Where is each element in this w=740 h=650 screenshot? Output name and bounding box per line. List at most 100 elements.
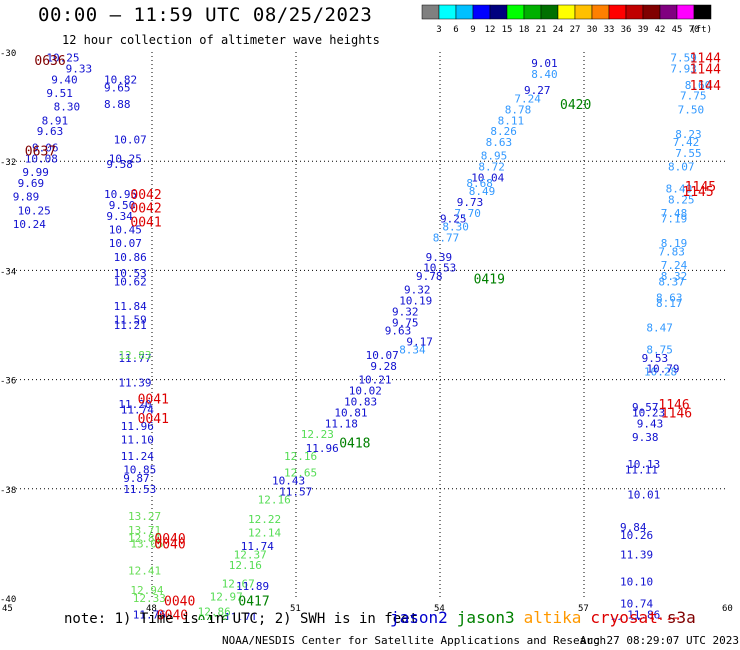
wave-height-value: 13.71	[128, 524, 161, 537]
wave-height-value: 11.77	[118, 352, 151, 365]
x-tick-label: 45	[2, 604, 13, 614]
wave-height-value: 11.96	[306, 442, 339, 455]
wave-height-value: 12.67	[222, 577, 255, 590]
wave-height-value: 8.07	[668, 161, 695, 174]
wave-height-value: 7.42	[673, 136, 700, 149]
wave-height-value: 11.86	[627, 608, 660, 620]
wave-height-value: 9.50	[109, 199, 136, 212]
wave-height-value: 10.01	[627, 488, 660, 501]
wave-height-value: 12.16	[258, 494, 291, 507]
legend-s3a: s3a	[666, 608, 696, 627]
wave-height-value: 10.23	[632, 406, 665, 419]
wave-height-value: 7.50	[678, 103, 705, 116]
wave-height-value: 9.99	[22, 166, 49, 179]
x-tick-label: 60	[722, 604, 733, 614]
wave-height-value: 11.21	[114, 319, 147, 332]
wave-height-value: 11.57	[279, 486, 312, 499]
colorbar-tick-label: 27	[570, 25, 581, 35]
wave-height-value: 12.22	[248, 513, 281, 526]
wave-height-value: 7.55	[675, 147, 702, 160]
pass-time-label: 0040	[154, 532, 185, 547]
pass-time-label: 0418	[339, 436, 370, 451]
pass-time-label: 1145	[682, 185, 713, 200]
colorbar-tick-label: 9	[470, 25, 475, 35]
wave-height-value: 10.02	[349, 385, 382, 398]
colorbar-tick-label: 15	[502, 25, 513, 35]
y-tick-label: -38	[0, 486, 16, 496]
x-tick-label: 57	[578, 604, 589, 614]
wave-height-value: 8.47	[646, 322, 673, 335]
pass-time-label: 1147	[649, 617, 680, 620]
wave-height-value: 12.65	[284, 466, 317, 479]
wave-height-value: 11.53	[123, 483, 156, 496]
wave-height-value: 12.83	[118, 349, 151, 362]
y-tick-label: -40	[0, 595, 16, 605]
wave-height-value: 11.84	[114, 300, 147, 313]
credit-line: NOAA/NESDIS Center for Satellite Applica…	[222, 634, 607, 647]
wave-height-value: 9.78	[416, 270, 443, 283]
wave-height-value: 11.39	[620, 548, 653, 561]
wave-height-value: 10.21	[358, 374, 391, 387]
wave-height-value: 9.33	[66, 62, 93, 75]
pass-time-label: 0040	[154, 537, 185, 552]
wave-height-value: 10.04	[471, 172, 504, 185]
wave-height-value: 12.23	[301, 428, 334, 441]
wave-height-value: 13.27	[128, 510, 161, 523]
wave-height-value: 7.48	[661, 207, 688, 220]
wave-height-value: 10.83	[344, 395, 377, 408]
wave-height-value: 12.33	[133, 592, 166, 605]
generated-timestamp: Aug 27 08:29:07 UTC 2023	[580, 634, 739, 647]
wave-height-value: 10.53	[114, 267, 147, 280]
colorbar-tick-label: 12	[485, 25, 496, 35]
wave-height-value: 12.86	[198, 606, 231, 619]
wave-height-value: 9.38	[632, 431, 659, 444]
wave-height-value: 11.24	[121, 450, 154, 463]
wave-height-value: 10.28	[644, 365, 677, 378]
y-tick-label: -36	[0, 377, 16, 387]
color-scale-bar: 3 6 9 12 15 18 21 24 27 30 33 36 39 42 45 70(ft)	[421, 4, 712, 35]
colorbar-tick-label: 6	[453, 25, 458, 35]
pass-time-label: 0041	[130, 215, 161, 230]
legend-jason2: jason2	[390, 608, 448, 627]
wave-height-value: 9.34	[106, 210, 133, 223]
wave-height-value: 8.26	[490, 125, 517, 138]
chart-subtitle: 12 hour collection of altimeter wave hei…	[62, 33, 380, 47]
wave-height-value: 7.59	[670, 51, 697, 64]
wave-height-value: 9.01	[531, 57, 558, 70]
wave-height-value: 8.63	[656, 292, 683, 305]
pass-time-label: 1144	[690, 62, 721, 77]
wave-height-value: 7.70	[454, 207, 481, 220]
wave-height-value: 8.34	[399, 344, 426, 357]
colorbar-tick-label: 24	[553, 25, 564, 35]
x-tick-label: 48	[146, 604, 157, 614]
wave-height-value: 10.07	[114, 133, 147, 146]
colorbar-tick-label: 30	[587, 25, 598, 35]
wave-height-value: 8.32	[661, 270, 688, 283]
wave-height-value: 8.60	[685, 79, 712, 92]
pass-time-label: 0042	[130, 188, 161, 203]
wave-height-value: 11.71	[224, 611, 257, 620]
wave-height-value: 8.19	[661, 237, 688, 250]
colorbar-tick-label: 3	[436, 25, 441, 35]
wave-height-value: 9.53	[642, 352, 669, 365]
colorbar-tick-label: 45	[672, 25, 683, 35]
wave-height-value: 10.07	[366, 349, 399, 362]
wave-height-value: 7.93	[670, 62, 697, 75]
wave-height-value: 11.89	[236, 580, 269, 593]
wave-height-value: 8.77	[433, 232, 460, 245]
y-tick-label: -34	[0, 267, 16, 277]
wave-height-value: 10.25	[46, 51, 79, 64]
colorbar-swatch	[693, 4, 712, 20]
x-tick-label: 51	[290, 604, 301, 614]
pass-time-label: 0042	[130, 202, 161, 217]
wave-height-value: 9.27	[524, 84, 551, 97]
wave-height-value: 10.81	[334, 406, 367, 419]
y-tick-label: -30	[0, 49, 16, 59]
wave-height-value: 7.24	[661, 259, 688, 272]
wave-height-value: 12.37	[234, 548, 267, 561]
wave-height-value: 9.65	[104, 81, 131, 94]
wave-height-value: 12.81	[128, 532, 161, 545]
wave-height-value: 10.85	[123, 464, 156, 477]
wave-height-value: 9.84	[620, 521, 647, 534]
colorbar-tick-label: 18	[519, 25, 530, 35]
